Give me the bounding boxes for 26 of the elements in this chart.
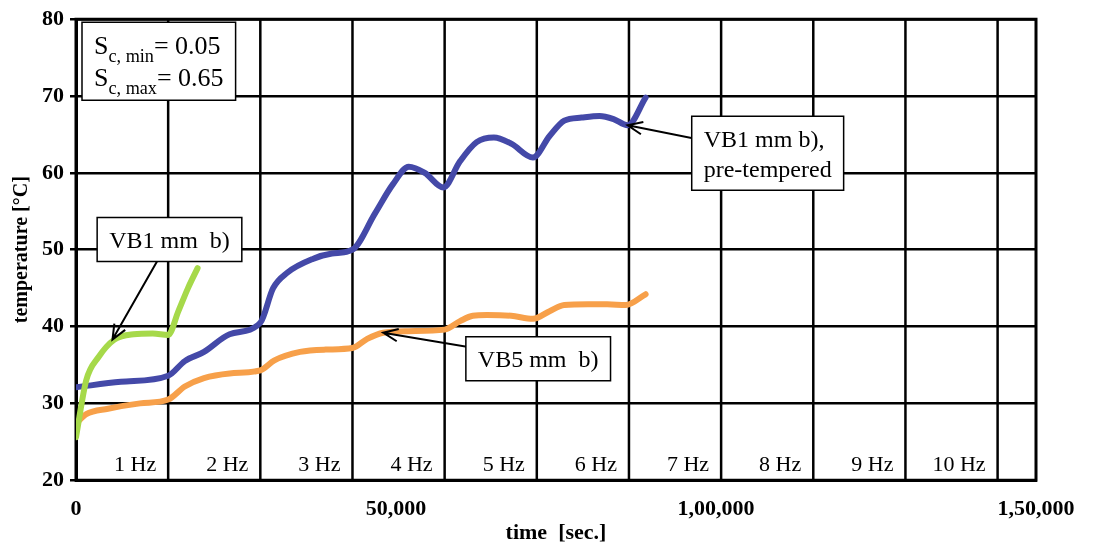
ref-line-label: 3 Hz <box>298 451 341 477</box>
x-tick-label: 1,50,000 <box>997 495 1075 521</box>
y-tick-label: 30 <box>42 389 64 415</box>
ref-line-label: 8 Hz <box>759 451 802 477</box>
y-tick-label: 70 <box>42 81 64 107</box>
x-axis-title: time [sec.] <box>505 519 607 545</box>
ref-line-label: 9 Hz <box>851 451 894 477</box>
annotation: VB5 mm b) <box>477 346 599 373</box>
y-tick-label: 40 <box>42 312 64 338</box>
y-tick-label: 60 <box>42 158 64 184</box>
y-axis-title: temperature [°C] <box>9 176 33 324</box>
ref-line-label: 6 Hz <box>574 451 618 477</box>
ref-line-label: 7 Hz <box>666 451 710 477</box>
ref-line-label: 10 Hz <box>932 451 986 477</box>
x-tick-label: 0 <box>70 495 82 521</box>
ref-line-label: 2 Hz <box>206 451 249 477</box>
annotation: VB1 mm b), pre-tempered <box>703 125 832 182</box>
x-tick-label: 1,00,000 <box>677 495 755 521</box>
ref-line-label: 1 Hz <box>114 451 157 477</box>
ref-line-label: 5 Hz <box>482 451 526 477</box>
annotation: VB1 mm b) <box>109 226 230 253</box>
y-tick-label: 20 <box>42 465 64 491</box>
ref-line-label: 4 Hz <box>390 451 433 477</box>
y-tick-label: 50 <box>42 235 64 261</box>
y-tick-label: 80 <box>42 4 64 30</box>
x-tick-label: 50,000 <box>365 495 427 521</box>
